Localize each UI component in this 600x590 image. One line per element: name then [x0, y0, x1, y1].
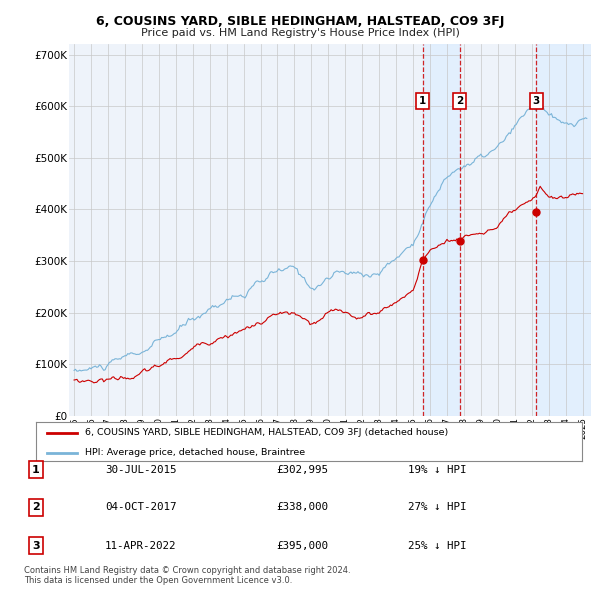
- Text: £302,995: £302,995: [276, 465, 328, 474]
- Text: £395,000: £395,000: [276, 541, 328, 550]
- Text: 2: 2: [456, 96, 463, 106]
- Text: 6, COUSINS YARD, SIBLE HEDINGHAM, HALSTEAD, CO9 3FJ (detached house): 6, COUSINS YARD, SIBLE HEDINGHAM, HALSTE…: [85, 428, 448, 437]
- Text: 25% ↓ HPI: 25% ↓ HPI: [408, 541, 467, 550]
- Text: 2: 2: [32, 503, 40, 512]
- Text: 1: 1: [419, 96, 427, 106]
- Text: 3: 3: [32, 541, 40, 550]
- Text: Contains HM Land Registry data © Crown copyright and database right 2024.
This d: Contains HM Land Registry data © Crown c…: [24, 566, 350, 585]
- Text: Price paid vs. HM Land Registry's House Price Index (HPI): Price paid vs. HM Land Registry's House …: [140, 28, 460, 38]
- Bar: [536, 44, 591, 416]
- Text: 1: 1: [32, 465, 40, 474]
- Bar: [423, 44, 460, 416]
- Text: 30-JUL-2015: 30-JUL-2015: [105, 465, 176, 474]
- Text: 11-APR-2022: 11-APR-2022: [105, 541, 176, 550]
- Text: 6, COUSINS YARD, SIBLE HEDINGHAM, HALSTEAD, CO9 3FJ: 6, COUSINS YARD, SIBLE HEDINGHAM, HALSTE…: [96, 15, 504, 28]
- Text: HPI: Average price, detached house, Braintree: HPI: Average price, detached house, Brai…: [85, 448, 305, 457]
- Text: 3: 3: [533, 96, 540, 106]
- Text: £338,000: £338,000: [276, 503, 328, 512]
- Text: 04-OCT-2017: 04-OCT-2017: [105, 503, 176, 512]
- Text: 19% ↓ HPI: 19% ↓ HPI: [408, 465, 467, 474]
- Text: 27% ↓ HPI: 27% ↓ HPI: [408, 503, 467, 512]
